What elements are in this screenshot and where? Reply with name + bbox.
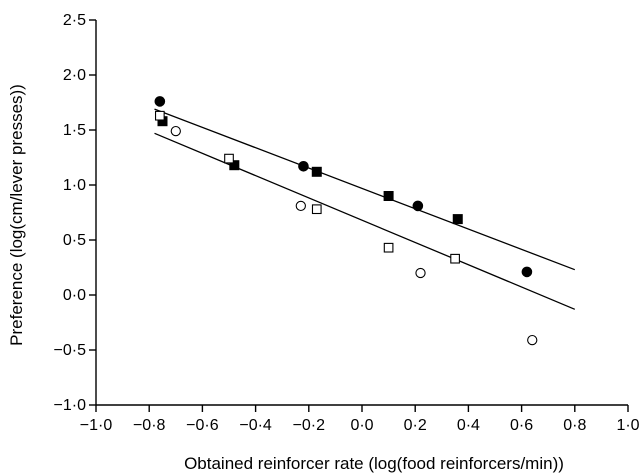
- x-tick-label: −0·6: [186, 417, 219, 434]
- x-tick-label: −1·0: [80, 417, 113, 434]
- open-square-point: [154, 110, 165, 121]
- y-tick-label: 0·5: [63, 232, 86, 249]
- filled-square-point: [383, 191, 394, 201]
- open-square-point: [383, 242, 394, 253]
- open-square-point: [224, 153, 234, 164]
- open-circle-point: [295, 200, 306, 212]
- y-tick-label: 1·0: [63, 177, 86, 194]
- filled-circle-point: [154, 96, 166, 107]
- filled-square-point: [311, 166, 322, 177]
- y-tick-label: 1·5: [63, 122, 86, 139]
- x-tick-label: 1·0: [616, 417, 639, 434]
- open-square-point: [311, 204, 322, 215]
- axes: [89, 19, 629, 412]
- filled-circle-point: [521, 266, 533, 278]
- y-tick-label: 2·5: [63, 12, 86, 29]
- open-circle-point: [170, 125, 181, 137]
- tick-labels: −1·0 −0·5 0·0 0·5 1·0 1·5 2·0 2·5 −1·0 −0·8 −0·6 −0…: [54, 12, 640, 434]
- y-tick-label: 0·0: [63, 287, 86, 304]
- x-tick-label: −0·2: [293, 417, 326, 434]
- filled-square-point: [229, 160, 240, 171]
- open-circle-point: [415, 267, 426, 279]
- y-axis-title: Preference (log(cm/lever presses)): [7, 84, 26, 346]
- x-axis-title: Obtained reinforcer rate (log(food reinf…: [184, 454, 564, 473]
- data-points: [154, 96, 538, 346]
- x-tick-label: 0·4: [457, 417, 480, 434]
- y-tick-label: −1·0: [54, 397, 87, 414]
- x-tick-label: 0·6: [510, 417, 533, 434]
- filled-circle-point: [298, 161, 309, 172]
- regression-line: [154, 108, 576, 271]
- open-circle-point: [527, 334, 538, 346]
- fit-lines: [154, 108, 576, 310]
- y-tick-label: 2·0: [63, 67, 86, 84]
- y-tick-label: −0·5: [54, 342, 87, 359]
- open-square-point: [450, 253, 460, 264]
- x-tick-label: 0·8: [563, 417, 586, 434]
- x-tick-label: −0·4: [239, 417, 272, 434]
- filled-circle-point: [412, 200, 424, 212]
- regression-line: [154, 132, 576, 310]
- filled-square-point: [452, 214, 463, 225]
- x-tick-label: 0·0: [350, 417, 373, 434]
- x-tick-label: 0·2: [404, 417, 427, 434]
- x-tick-label: −0·8: [133, 417, 166, 434]
